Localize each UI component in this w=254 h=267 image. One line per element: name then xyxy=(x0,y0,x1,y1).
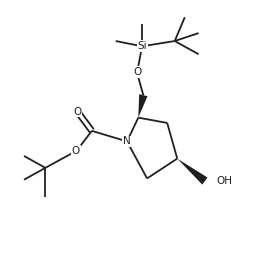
Text: N: N xyxy=(123,136,131,146)
Polygon shape xyxy=(138,94,148,118)
Text: O: O xyxy=(133,67,141,77)
Text: OH: OH xyxy=(217,176,233,186)
Text: O: O xyxy=(73,107,82,117)
Text: Si: Si xyxy=(138,41,147,51)
Text: O: O xyxy=(72,146,80,156)
Polygon shape xyxy=(177,159,208,184)
